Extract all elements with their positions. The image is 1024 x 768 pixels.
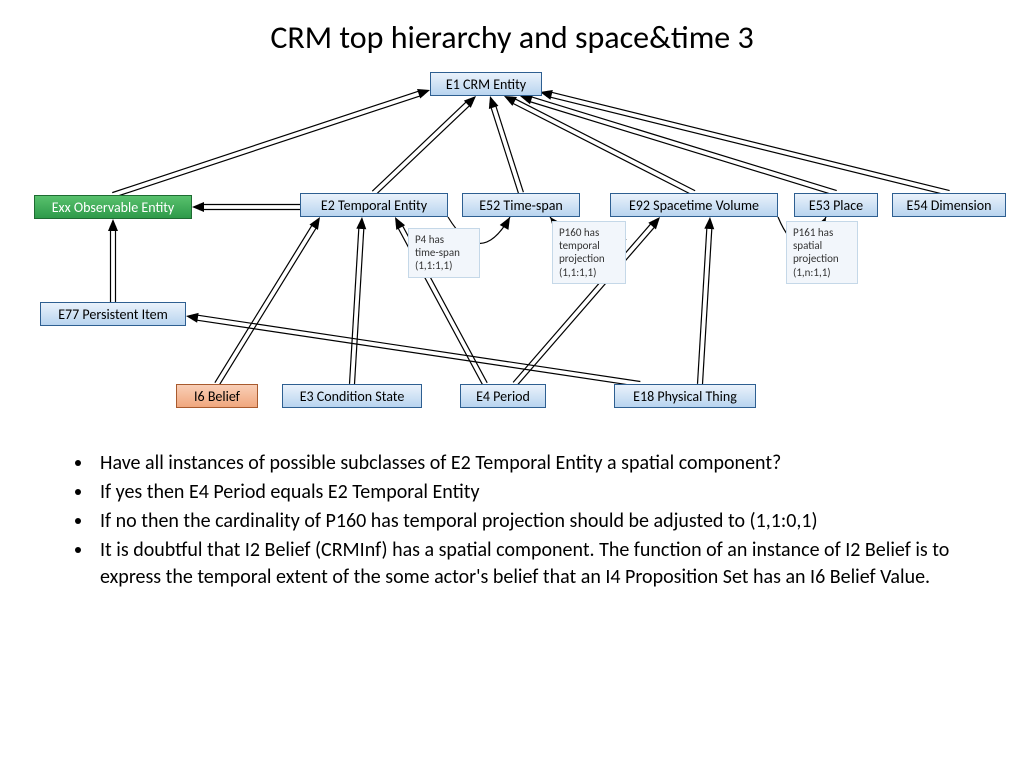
edge-label-p4: P4 has time-span (1,1:1,1) <box>408 228 480 278</box>
node-e54: E54 Dimension <box>892 193 1006 217</box>
bullet-list: Have all instances of possible subclasse… <box>46 450 966 593</box>
node-e4: E4 Period <box>460 384 546 408</box>
edge-label-p161: P161 has spatial projection (1,n:1,1) <box>786 221 858 284</box>
node-e92: E92 Spacetime Volume <box>610 193 778 217</box>
slide-title: CRM top hierarchy and space&time 3 <box>0 18 1024 57</box>
node-e3: E3 Condition State <box>282 384 422 408</box>
node-e1: E1 CRM Entity <box>430 72 542 96</box>
bullet-item: If no then the cardinality of P160 has t… <box>94 508 966 535</box>
node-e18: E18 Physical Thing <box>614 384 756 408</box>
node-e77: E77 Persistent Item <box>40 302 186 326</box>
bullet-item: If yes then E4 Period equals E2 Temporal… <box>94 479 966 506</box>
bullet-item: Have all instances of possible subclasse… <box>94 450 966 477</box>
edge-label-p160: P160 has temporal projection (1,1:1,1) <box>552 221 626 284</box>
node-e2: E2 Temporal Entity <box>300 193 448 217</box>
bullet-item: It is doubtful that I2 Belief (CRMInf) h… <box>94 537 966 591</box>
node-e53: E53 Place <box>794 193 878 217</box>
node-e52: E52 Time-span <box>462 193 580 217</box>
node-exx: Exx Observable Entity <box>34 195 192 219</box>
node-i6: I6 Belief <box>176 384 258 408</box>
